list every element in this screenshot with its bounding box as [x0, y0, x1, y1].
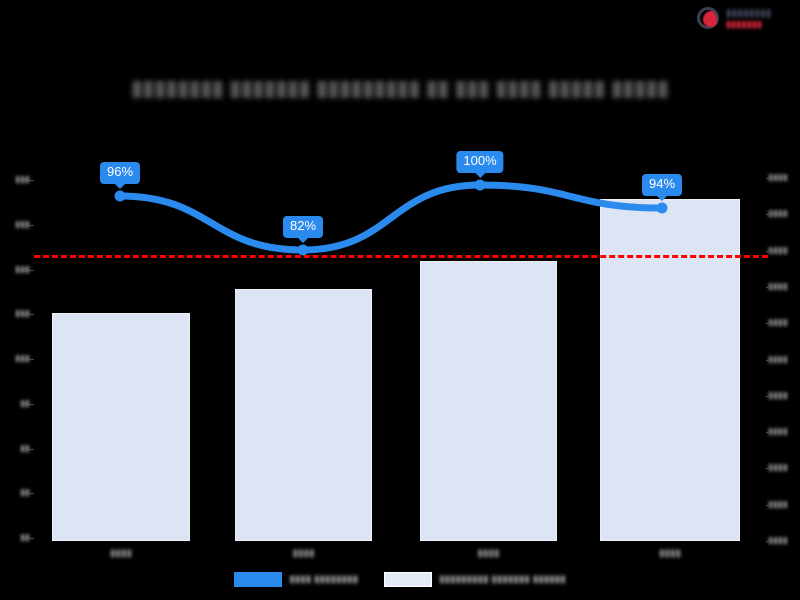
logo-line-2: ▮▮▮▮▮▮▮ [726, 18, 763, 29]
x-axis-category-label: ▮▮▮▮ [477, 548, 500, 559]
logo-flame-shape [703, 11, 717, 27]
legend-swatch-line [234, 572, 283, 587]
line-data-point-marker[interactable] [297, 244, 309, 256]
line-data-point-marker[interactable] [656, 202, 668, 214]
x-axis-category-label: ▮▮▮▮ [109, 548, 133, 559]
target-reference-line [34, 255, 768, 258]
legend-label: ▮▮▮▮ ▮▮▮▮▮▮▮▮ [289, 574, 359, 585]
logo-wordmark: ▮▮▮▮▮▮▮▮ ▮▮▮▮▮▮▮ [726, 9, 772, 29]
bar-column[interactable] [420, 261, 557, 541]
legend-item[interactable]: ▮▮▮▮ ▮▮▮▮▮▮▮▮ [234, 572, 358, 587]
bar-column[interactable] [235, 289, 372, 541]
x-axis-category-label: ▮▮▮▮ [292, 548, 315, 559]
legend-label: ▮▮▮▮▮▮▮▮▮ ▮▮▮▮▮▮▮ ▮▮▮▮▮▮ [439, 574, 566, 585]
logo-ring-shape [697, 7, 719, 29]
line-data-point-marker[interactable] [474, 179, 486, 191]
line-data-label: 100% [456, 151, 504, 178]
x-axis-category-label: ▮▮▮▮ [658, 548, 682, 559]
legend-swatch-bar [384, 572, 433, 587]
line-data-label: 82% [282, 216, 324, 243]
line-data-label: 96% [99, 162, 141, 189]
brand-logo: ▮▮▮▮▮▮▮▮ ▮▮▮▮▮▮▮ [696, 3, 792, 35]
legend-item[interactable]: ▮▮▮▮▮▮▮▮▮ ▮▮▮▮▮▮▮ ▮▮▮▮▮▮ [384, 572, 566, 587]
trend-line-path [116, 181, 666, 254]
logo-line-1: ▮▮▮▮▮▮▮▮ [726, 8, 772, 20]
chart-legend: ▮▮▮▮ ▮▮▮▮▮▮▮▮ ▮▮▮▮▮▮▮▮▮ ▮▮▮▮▮▮▮ ▮▮▮▮▮▮ [0, 572, 800, 587]
bar-column[interactable] [52, 313, 190, 541]
circle-flame-logo-icon [696, 6, 722, 32]
line-data-point-marker[interactable] [114, 190, 126, 202]
chart-title: ▮▮▮▮▮▮▮▮ ▮▮▮▮▮▮▮ ▮▮▮▮▮▮▮▮▮ ▮▮ ▮▮▮ ▮▮▮▮ ▮… [131, 77, 669, 100]
line-data-label: 94% [641, 174, 683, 201]
